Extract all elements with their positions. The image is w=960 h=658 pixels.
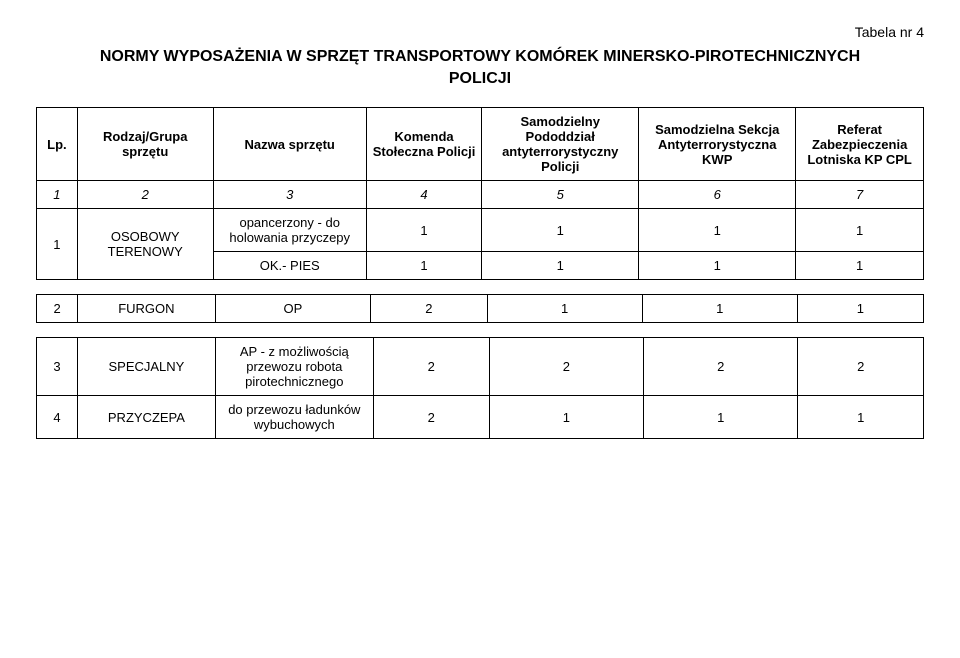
g3-v3: 2 xyxy=(373,338,489,396)
g3-lp: 3 xyxy=(37,338,78,396)
page-title: NORMY WYPOSAŻENIA W SPRZĘT TRANSPORTOWY … xyxy=(36,46,924,89)
header-group: Rodzaj/Grupa sprzętu xyxy=(77,108,213,181)
g1-group: OSOBOWY TERENOWY xyxy=(77,209,213,280)
g1-lp: 1 xyxy=(37,209,78,280)
g3-group: SPECJALNY xyxy=(77,338,215,396)
idx-4: 5 xyxy=(482,181,639,209)
g2-v6: 1 xyxy=(797,295,923,323)
g3-v6: 2 xyxy=(798,338,924,396)
g3-v5: 2 xyxy=(644,338,798,396)
g1-r0-name: opancerzony - do holowania przyczepy xyxy=(213,209,366,252)
g4-v5: 1 xyxy=(644,396,798,439)
header-col5: Samodzielna Sekcja Antyterrorystyczna KW… xyxy=(639,108,796,181)
header-row: Lp. Rodzaj/Grupa sprzętu Nazwa sprzętu K… xyxy=(37,108,924,181)
title-line-2: POLICJI xyxy=(449,70,511,87)
g4-group: PRZYCZEPA xyxy=(77,396,215,439)
g1-r1-name: OK.- PIES xyxy=(213,252,366,280)
g4-name: do przewozu ładunków wybuchowych xyxy=(215,396,373,439)
spacer-1 xyxy=(36,280,924,294)
g1-r0-v5: 1 xyxy=(639,209,796,252)
g1-r1-v5: 1 xyxy=(639,252,796,280)
g2-group: FURGON xyxy=(78,295,215,323)
g4-lp: 4 xyxy=(37,396,78,439)
group1-row-0: 1 OSOBOWY TERENOWY opancerzony - do holo… xyxy=(37,209,924,252)
idx-0: 1 xyxy=(37,181,78,209)
header-col4: Samodzielny Pododdział antyterrorystyczn… xyxy=(482,108,639,181)
g2-v5: 1 xyxy=(642,295,797,323)
g2-lp: 2 xyxy=(37,295,78,323)
page: Tabela nr 4 NORMY WYPOSAŻENIA W SPRZĘT T… xyxy=(0,0,960,439)
group4-row: 4 PRZYCZEPA do przewozu ładunków wybucho… xyxy=(37,396,924,439)
g1-r0-v4: 1 xyxy=(482,209,639,252)
idx-2: 3 xyxy=(213,181,366,209)
main-table-block-2: 2 FURGON OP 2 1 1 1 xyxy=(36,294,924,323)
g4-v6: 1 xyxy=(798,396,924,439)
g2-v4: 1 xyxy=(487,295,642,323)
index-row: 1 2 3 4 5 6 7 xyxy=(37,181,924,209)
g2-name: OP xyxy=(215,295,371,323)
main-table-block-3: 3 SPECJALNY AP - z możliwością przewozu … xyxy=(36,337,924,439)
main-table-block-1: Lp. Rodzaj/Grupa sprzętu Nazwa sprzętu K… xyxy=(36,107,924,280)
header-lp: Lp. xyxy=(37,108,78,181)
header-col6: Referat Zabezpieczenia Lotniska KP CPL xyxy=(796,108,924,181)
table-number: Tabela nr 4 xyxy=(36,24,924,40)
g3-name: AP - z możliwością przewozu robota pirot… xyxy=(215,338,373,396)
g4-v3: 2 xyxy=(373,396,489,439)
header-col3: Komenda Stołeczna Policji xyxy=(366,108,482,181)
title-line-1: NORMY WYPOSAŻENIA W SPRZĘT TRANSPORTOWY … xyxy=(100,48,860,65)
g1-r0-v6: 1 xyxy=(796,209,924,252)
g2-v3: 2 xyxy=(371,295,487,323)
g1-r1-v6: 1 xyxy=(796,252,924,280)
g1-r1-v3: 1 xyxy=(366,252,482,280)
g4-v4: 1 xyxy=(489,396,643,439)
idx-1: 2 xyxy=(77,181,213,209)
g1-r0-v3: 1 xyxy=(366,209,482,252)
idx-5: 6 xyxy=(639,181,796,209)
idx-6: 7 xyxy=(796,181,924,209)
spacer-2 xyxy=(36,323,924,337)
group3-row: 3 SPECJALNY AP - z możliwością przewozu … xyxy=(37,338,924,396)
g1-r1-v4: 1 xyxy=(482,252,639,280)
group2-row: 2 FURGON OP 2 1 1 1 xyxy=(37,295,924,323)
idx-3: 4 xyxy=(366,181,482,209)
g3-v4: 2 xyxy=(489,338,643,396)
header-name: Nazwa sprzętu xyxy=(213,108,366,181)
